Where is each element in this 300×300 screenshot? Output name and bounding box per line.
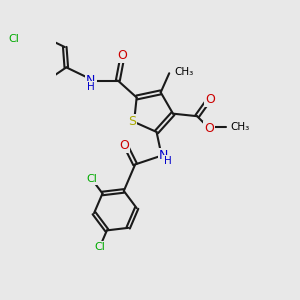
Text: H: H — [164, 156, 172, 166]
Text: CH₃: CH₃ — [174, 67, 194, 77]
Text: O: O — [206, 93, 215, 106]
Text: O: O — [117, 49, 127, 62]
Text: S: S — [128, 116, 136, 128]
Text: H: H — [87, 82, 95, 92]
Text: Cl: Cl — [86, 174, 98, 184]
Text: O: O — [204, 122, 214, 135]
Text: Cl: Cl — [8, 34, 19, 44]
Text: CH₃: CH₃ — [230, 122, 249, 132]
Text: O: O — [119, 139, 129, 152]
Text: N: N — [86, 74, 96, 87]
Text: Cl: Cl — [94, 242, 105, 252]
Text: N: N — [159, 149, 169, 162]
